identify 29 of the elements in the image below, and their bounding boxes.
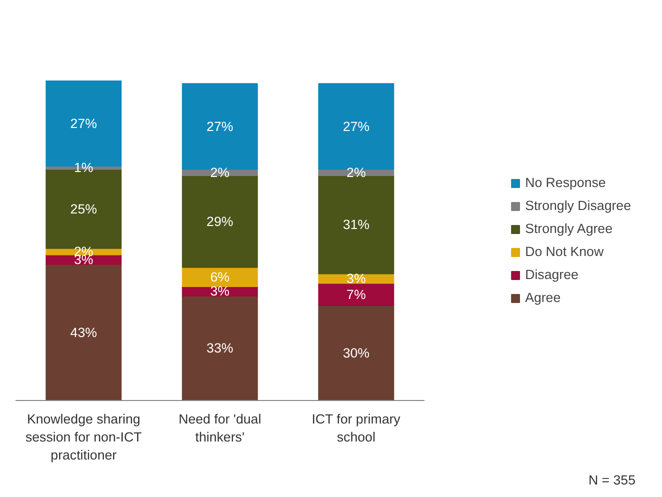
legend-label: Strongly Agree [525, 221, 612, 236]
data-label: 2% [210, 164, 230, 180]
bar [318, 304, 394, 400]
x-tick-label: Knowledge sharing session for non-ICT practitioner [25, 412, 142, 462]
x-tick-label: Need for 'dual thinkers' [178, 412, 262, 444]
data-label: 27% [70, 116, 98, 131]
bar [182, 295, 258, 400]
data-label: 3% [346, 271, 366, 286]
legend-label: Agree [525, 290, 561, 305]
text: N = 355 [588, 472, 636, 488]
legend-label: No Response [525, 175, 606, 190]
data-label: 30% [342, 345, 370, 360]
data-label: 27% [342, 118, 370, 134]
data-label: 7% [346, 286, 366, 302]
bar [318, 282, 394, 306]
data-label: 31% [342, 217, 370, 232]
legend-label: Do Not Know [525, 244, 604, 259]
data-label: 43% [70, 324, 98, 340]
data-label: 29% [206, 214, 234, 229]
data-label: 2% [346, 164, 366, 180]
data-label: 25% [70, 201, 98, 216]
legend-label: Disagree [525, 267, 578, 282]
bar [46, 264, 122, 400]
data-label: 3% [210, 284, 230, 299]
legend-label: Strongly Disagree [525, 198, 631, 213]
data-label: 27% [206, 118, 234, 134]
x-tick-label: ICT for primary school [312, 412, 401, 444]
data-label: 6% [210, 269, 230, 284]
data-label: 33% [206, 340, 234, 356]
